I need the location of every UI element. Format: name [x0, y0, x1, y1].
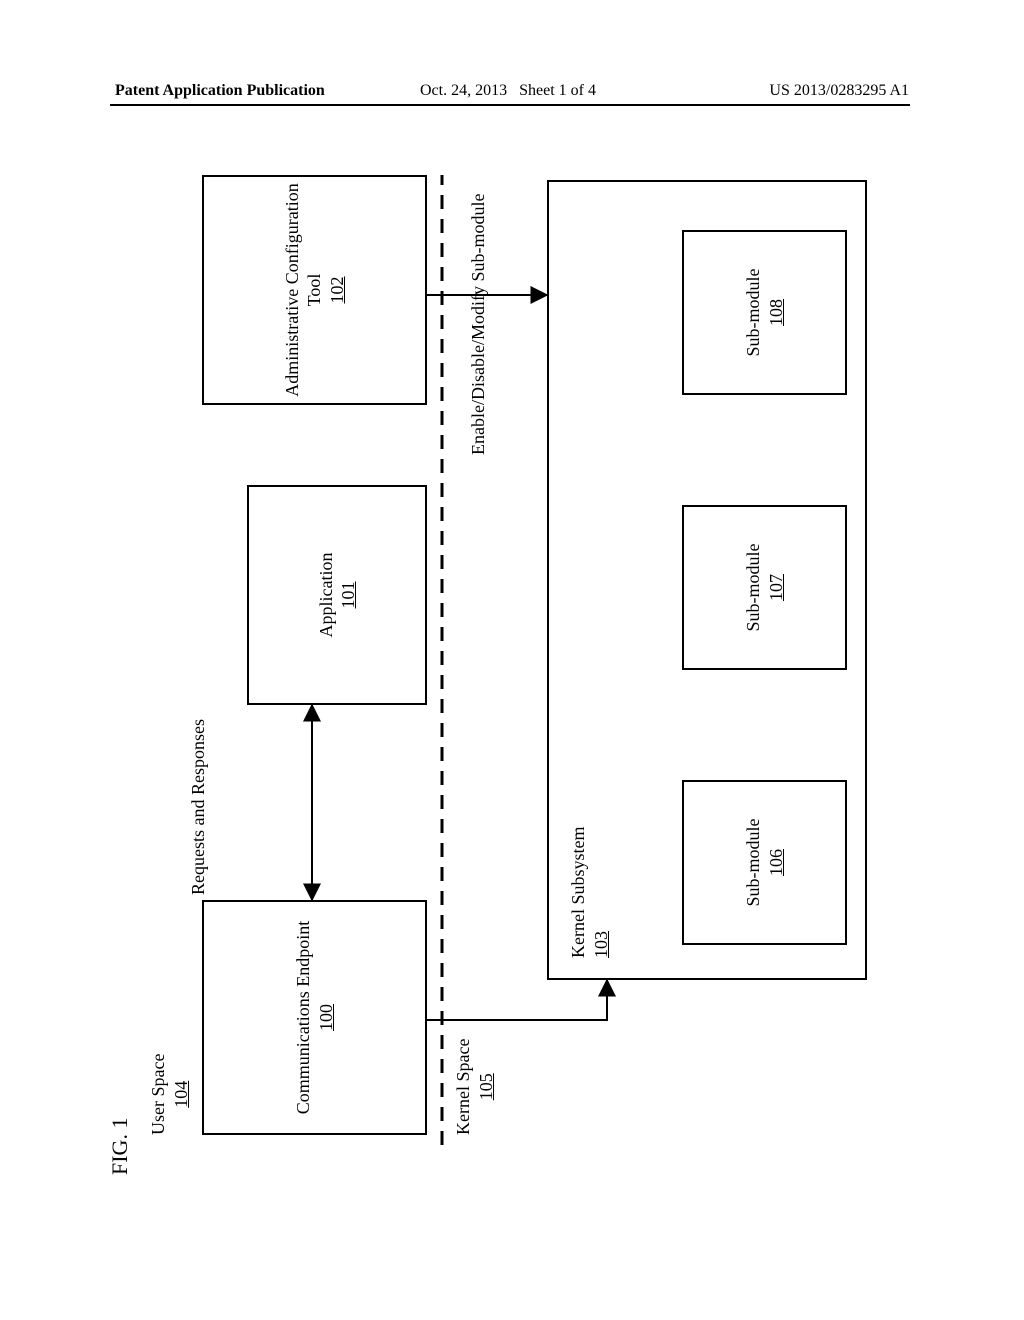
header-docnum: US 2013/0283295 A1: [769, 82, 909, 100]
header-publication: Patent Application Publication: [115, 82, 325, 100]
header-date: Oct. 24, 2013: [420, 82, 507, 99]
arrow-comm-kernel: [427, 980, 607, 1020]
header-date-sheet: Oct. 24, 2013 Sheet 1 of 4: [420, 82, 596, 100]
page: Patent Application Publication Oct. 24, …: [0, 0, 1024, 1320]
header-sheet: Sheet 1 of 4: [519, 82, 596, 99]
figure-1: FIG. 1 User Space 104 Kernel Space 105 R…: [117, 145, 903, 1195]
header-rule: [110, 104, 910, 106]
connectors: [117, 145, 903, 1195]
figure-canvas: FIG. 1 User Space 104 Kernel Space 105 R…: [117, 145, 903, 1195]
